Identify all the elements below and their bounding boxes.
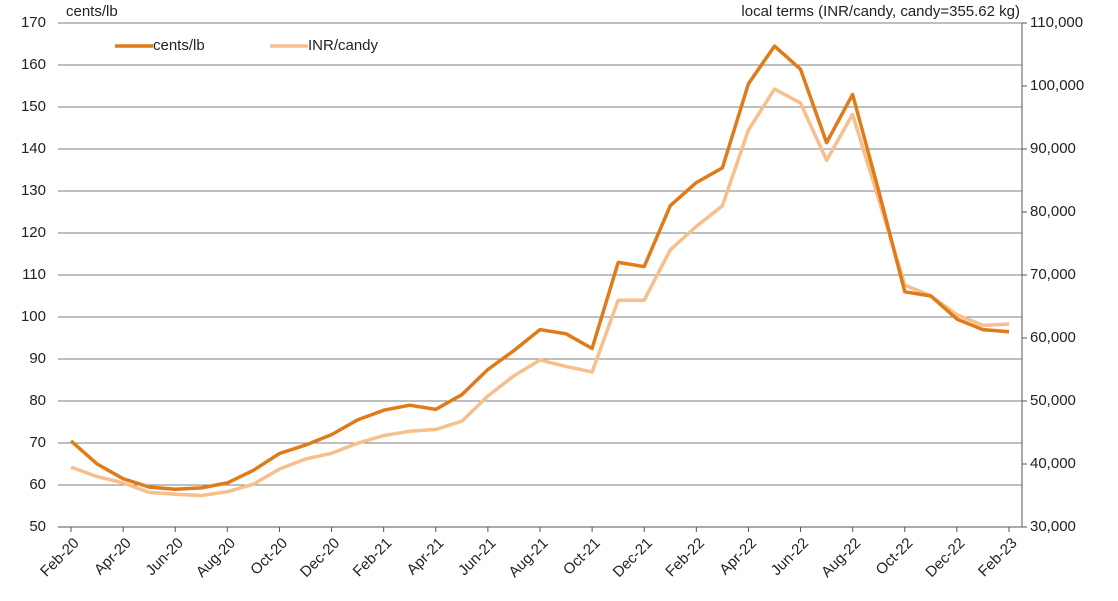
legend-label: cents/lb: [153, 37, 205, 54]
y-tick-label: 120: [21, 224, 46, 241]
x-tick-label: Dec-20: [297, 535, 343, 581]
y-tick-label: 130: [21, 182, 46, 199]
y2-axis-label: local terms (INR/candy, candy=355.62 kg): [741, 3, 1020, 20]
y2-tick-label: 100,000: [1030, 77, 1084, 94]
y2-tick-label: 110,000: [1030, 14, 1083, 31]
y-tick-label: 110: [22, 266, 46, 283]
x-tick-label: Jun-22: [768, 535, 812, 579]
x-tick-label: Apr-21: [404, 535, 448, 579]
legend-label: INR/candy: [308, 37, 379, 54]
y-tick-label: 90: [29, 350, 46, 367]
x-tick-label: Dec-21: [610, 535, 656, 581]
y-tick-label: 150: [21, 98, 46, 115]
x-tick-label: Feb-23: [975, 535, 1021, 581]
series-line: [69, 44, 1010, 491]
y-tick-label: 170: [21, 14, 46, 31]
x-tick-label: Oct-20: [247, 535, 291, 579]
y-tick-label: 60: [29, 476, 46, 493]
y-tick-label: 140: [21, 140, 46, 157]
x-tick-label: Feb-22: [662, 535, 708, 581]
y-tick-label: 70: [29, 434, 46, 451]
y2-tick-label: 50,000: [1030, 392, 1076, 409]
y-tick-label: 80: [29, 392, 46, 409]
y2-tick-label: 30,000: [1030, 518, 1076, 535]
y2-tick-label: 60,000: [1030, 329, 1076, 346]
x-tick-label: Jun-21: [455, 535, 499, 579]
x-tick-label: Feb-21: [350, 535, 396, 581]
x-tick-label: Apr-20: [91, 535, 135, 579]
x-tick-label: Aug-22: [818, 535, 864, 581]
x-tick-label: Apr-22: [716, 535, 760, 579]
y-axis-label: cents/lb: [66, 3, 118, 20]
x-tick-label: Aug-21: [505, 535, 551, 581]
x-tick-label: Oct-21: [560, 535, 604, 579]
series-line: [70, 87, 1010, 498]
y2-tick-label: 40,000: [1030, 455, 1076, 472]
x-tick-label: Jun-20: [142, 535, 186, 579]
x-tick-label: Dec-22: [922, 535, 968, 581]
x-tick-label: Aug-20: [193, 535, 239, 581]
x-tick-label: Oct-22: [873, 535, 917, 579]
y-tick-label: 50: [29, 518, 46, 535]
x-tick-label: Feb-20: [37, 535, 83, 581]
y2-tick-label: 80,000: [1030, 203, 1076, 220]
y2-tick-label: 90,000: [1030, 140, 1076, 157]
y-tick-label: 160: [21, 56, 46, 73]
y2-tick-label: 70,000: [1030, 266, 1076, 283]
y-tick-label: 100: [21, 308, 46, 325]
